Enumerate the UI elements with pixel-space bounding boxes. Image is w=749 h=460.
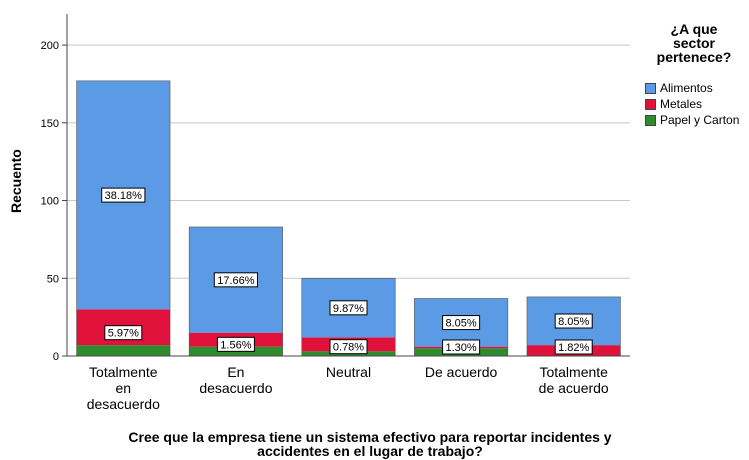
data-label: 5.97%: [108, 328, 139, 340]
legend-swatch: [645, 98, 656, 110]
legend: Alimentos Metales Papel y Carton: [645, 80, 739, 128]
data-label-box: [213, 272, 259, 288]
bar-segment: [76, 345, 171, 356]
data-label-box: [216, 336, 255, 352]
x-tick-label: Neutral: [326, 364, 371, 380]
legend-label: Papel y Carton: [660, 113, 740, 127]
legend-item: Papel y Carton: [645, 112, 739, 128]
data-label-box: [104, 325, 143, 341]
y-tick-label: 0: [53, 351, 59, 363]
x-tick-label: De acuerdo: [425, 364, 498, 380]
x-tick-label: Totalmente de acuerdo: [539, 364, 609, 396]
data-label: 1.56%: [220, 339, 251, 351]
data-label: 8.05%: [445, 318, 476, 330]
data-label: 1.82%: [558, 342, 589, 354]
data-label-box: [329, 339, 368, 355]
legend-item: Metales: [645, 96, 739, 112]
data-label-box: [554, 339, 593, 355]
x-tick-label: Totalmente en desacuerdo: [87, 364, 160, 412]
legend-label: Alimentos: [660, 81, 713, 95]
legend-label: Metales: [660, 97, 703, 111]
legend-title: ¿A que sector pertenece?: [656, 21, 732, 65]
legend-item: Alimentos: [645, 80, 739, 96]
data-label: 0.78%: [333, 342, 364, 354]
legend-swatch: [645, 114, 656, 126]
data-label-box: [442, 339, 481, 355]
data-label: 1.30%: [445, 342, 476, 354]
data-label-box: [554, 313, 593, 329]
y-tick-label: 100: [41, 196, 59, 208]
data-label: 38.18%: [105, 190, 143, 202]
data-label-box: [101, 187, 146, 203]
y-axis-title: Recuento: [8, 149, 24, 213]
x-axis-title: Cree que la empresa tiene un sistema efe…: [128, 429, 612, 459]
data-label-box: [329, 300, 368, 316]
data-label: 17.66%: [217, 275, 255, 287]
x-tick-label: En desacuerdo: [199, 364, 272, 396]
data-label-box: [442, 315, 481, 331]
data-label: 9.87%: [333, 303, 364, 315]
y-tick-label: 50: [47, 273, 59, 285]
y-tick-label: 150: [41, 118, 59, 130]
legend-swatch: [645, 82, 656, 94]
data-label: 8.05%: [558, 316, 589, 328]
y-tick-label: 200: [41, 40, 59, 52]
